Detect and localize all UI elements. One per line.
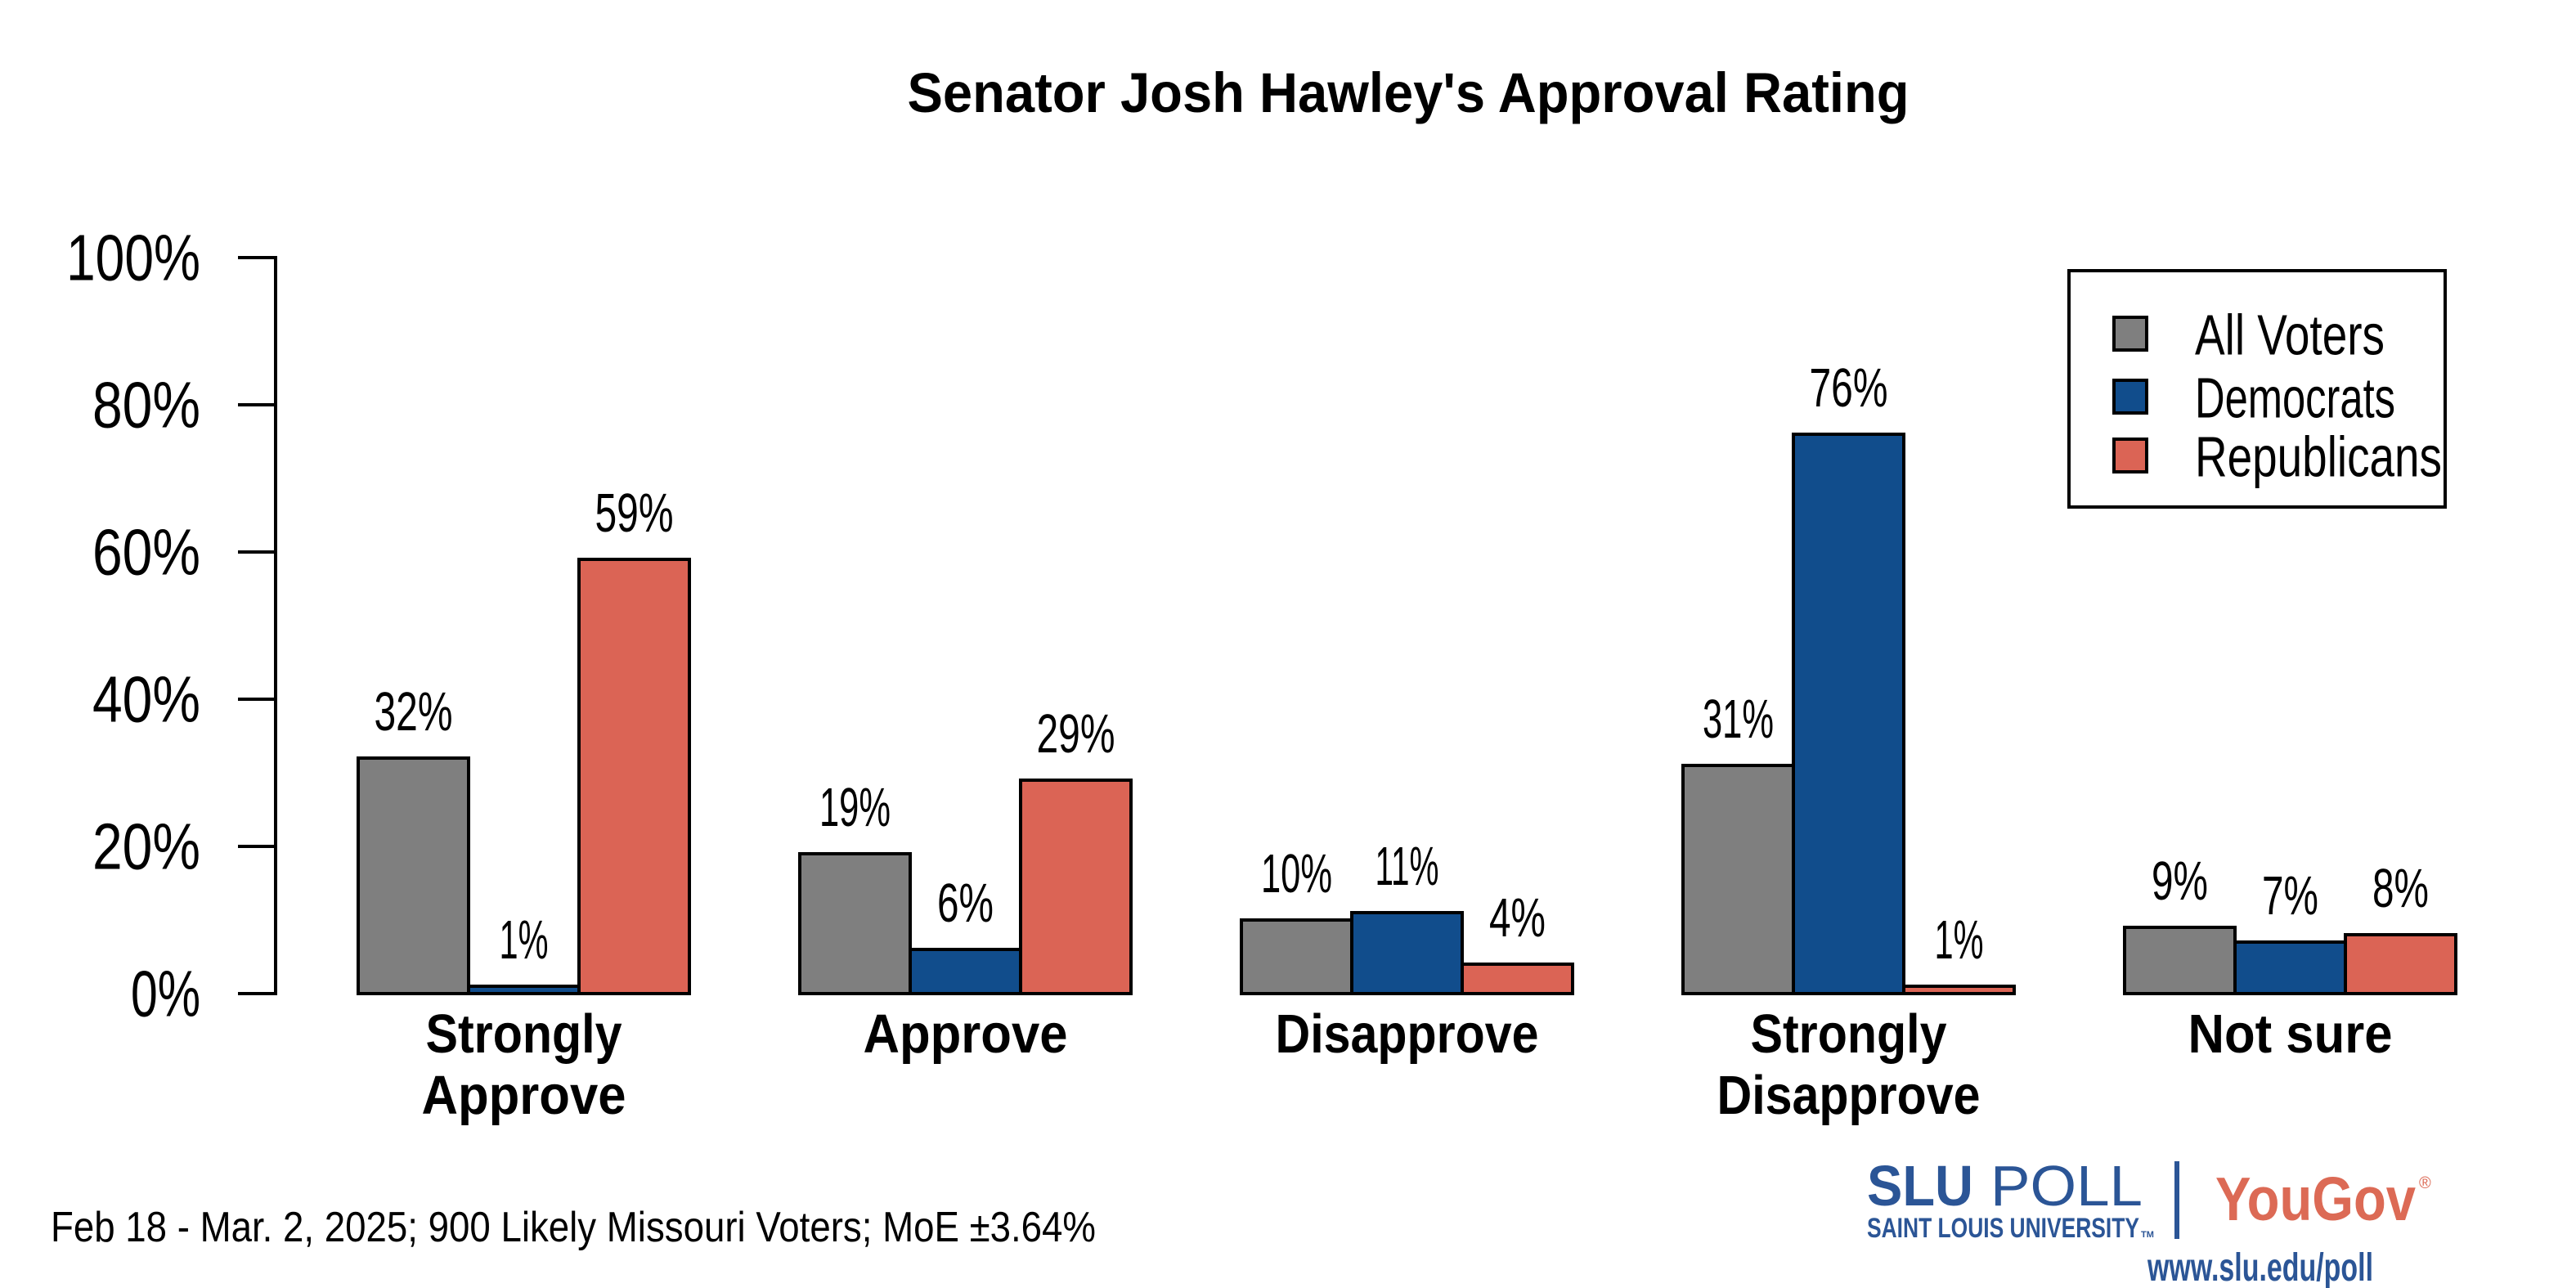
svg-text:®: ® xyxy=(2419,1174,2431,1192)
svg-text:Not sure: Not sure xyxy=(2188,1003,2393,1065)
svg-text:80%: 80% xyxy=(92,369,200,442)
svg-text:YouGov: YouGov xyxy=(2215,1165,2416,1233)
svg-text:SLU: SLU xyxy=(1867,1154,1973,1218)
svg-text:Approve: Approve xyxy=(422,1065,626,1126)
svg-text:10%: 10% xyxy=(1261,843,1332,904)
svg-text:100%: 100% xyxy=(66,222,200,294)
svg-text:59%: 59% xyxy=(595,482,674,544)
svg-text:8%: 8% xyxy=(2372,858,2429,919)
svg-text:40%: 40% xyxy=(92,663,200,736)
svg-text:SAINT LOUIS UNIVERSITY: SAINT LOUIS UNIVERSITY xyxy=(1867,1213,2139,1244)
svg-text:31%: 31% xyxy=(1703,689,1774,750)
svg-text:Disapprove: Disapprove xyxy=(1717,1065,1981,1126)
svg-text:Feb 18 - Mar. 2, 2025; 900 Lik: Feb 18 - Mar. 2, 2025; 900 Likely Missou… xyxy=(51,1204,1096,1251)
svg-text:Republicans: Republicans xyxy=(2195,425,2442,489)
svg-text:0%: 0% xyxy=(131,958,200,1030)
svg-text:Senator Josh Hawley's Approval: Senator Josh Hawley's Approval Rating xyxy=(908,61,1910,124)
svg-text:4%: 4% xyxy=(1489,887,1546,949)
svg-text:60%: 60% xyxy=(92,516,200,589)
svg-text:Disapprove: Disapprove xyxy=(1276,1003,1539,1065)
svg-text:1%: 1% xyxy=(1935,909,1984,971)
svg-text:Strongly: Strongly xyxy=(426,1003,622,1065)
svg-text:Approve: Approve xyxy=(864,1003,1068,1065)
svg-text:29%: 29% xyxy=(1037,703,1115,765)
svg-text:Strongly: Strongly xyxy=(1751,1003,1947,1065)
svg-text:1%: 1% xyxy=(500,909,549,971)
svg-text:POLL: POLL xyxy=(1990,1154,2143,1218)
svg-text:Democrats: Democrats xyxy=(2195,366,2395,430)
svg-text:All Voters: All Voters xyxy=(2195,303,2385,367)
svg-text:TM: TM xyxy=(2141,1230,2154,1240)
svg-text:76%: 76% xyxy=(1810,357,1888,419)
svg-text:20%: 20% xyxy=(92,810,200,883)
svg-text:www.slu.edu/poll: www.slu.edu/poll xyxy=(2147,1246,2373,1288)
svg-text:7%: 7% xyxy=(2262,865,2318,927)
svg-text:9%: 9% xyxy=(2152,850,2208,912)
svg-text:32%: 32% xyxy=(375,681,453,743)
svg-text:6%: 6% xyxy=(937,873,994,934)
svg-text:11%: 11% xyxy=(1376,836,1439,897)
svg-text:19%: 19% xyxy=(819,777,891,838)
